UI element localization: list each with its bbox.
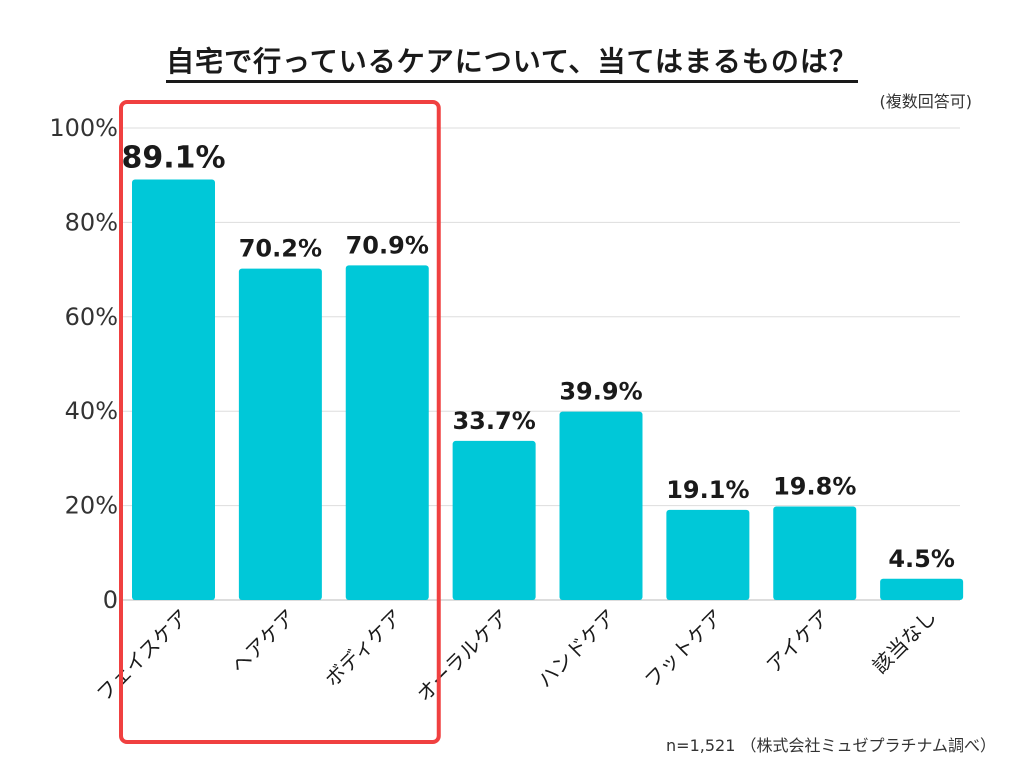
value-label: 4.5% [888, 545, 955, 573]
y-tick-label: 80% [65, 208, 118, 236]
chart-title-text: 自宅で行っているケアについて、当てはまるものは？ [166, 45, 858, 83]
y-tick-label: 60% [65, 303, 118, 331]
category-label: フェイスケア [92, 605, 193, 706]
value-label: 19.1% [666, 476, 749, 504]
category-label: 該当なし [868, 605, 942, 679]
value-label: 19.8% [773, 473, 856, 501]
bar-7 [773, 506, 857, 600]
source-note: n=1,521 （株式会社ミュゼプラチナム調べ） [666, 736, 996, 755]
multiple-answer-note: (複数回答可) [879, 92, 973, 111]
chart-title: 自宅で行っているケアについて、当てはまるものは？ [0, 40, 1024, 83]
bar-1 [132, 179, 215, 600]
category-label: アイケア [761, 605, 834, 678]
bar-2 [238, 268, 322, 600]
bar-6 [666, 509, 750, 600]
value-label: 89.1% [121, 140, 225, 175]
bar-5 [559, 411, 643, 600]
category-label: オーラルケア [412, 605, 514, 707]
category-label: ボディケア [320, 605, 407, 692]
value-label: 33.7% [452, 407, 535, 435]
category-label: ヘアケア [226, 605, 300, 679]
value-label: 70.9% [346, 231, 429, 259]
y-tick-label: 20% [65, 492, 118, 520]
value-label: 39.9% [559, 378, 642, 406]
highlight-box [119, 100, 441, 744]
bar-8 [880, 578, 964, 600]
category-label: ハンドケア [533, 605, 621, 693]
y-tick-label: 40% [65, 397, 118, 425]
bar-3 [345, 265, 429, 600]
value-label: 70.2% [239, 235, 322, 263]
y-tick-label: 0 [103, 586, 118, 614]
y-tick-label: 100% [49, 114, 118, 142]
category-label: フットケア [640, 605, 728, 693]
bar-4 [452, 440, 536, 600]
